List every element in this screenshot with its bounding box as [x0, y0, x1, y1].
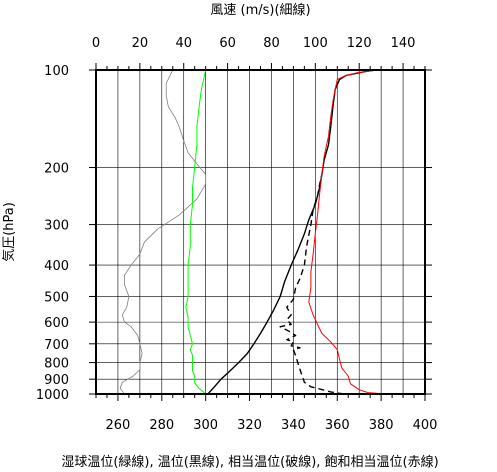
x-bottom-tick-label: 380	[369, 418, 394, 433]
top-axis-title: 風速 (m/s)(細線)	[210, 2, 310, 18]
series-line-wet-bulb-theta	[185, 69, 207, 395]
x-bottom-tick-label: 260	[106, 418, 131, 433]
x-top-tick-label: 100	[303, 36, 328, 51]
plot-frame	[95, 69, 426, 395]
y-tick-label: 1000	[36, 388, 69, 403]
grid-lines	[96, 69, 425, 395]
y-tick-label: 400	[44, 259, 69, 274]
y-tick-label: 600	[44, 316, 69, 331]
x-top-tick-label: 120	[347, 36, 372, 51]
series-line-saturated-theta-e	[308, 69, 388, 395]
axis-ticks	[89, 63, 432, 401]
x-top-tick-label: 0	[92, 36, 100, 51]
tick-labels: 260 280 300 320 340 360 380 400 0 20 40 60 80 100 120 1…	[36, 36, 438, 433]
x-bottom-tick-label: 280	[149, 418, 174, 433]
y-tick-label: 300	[44, 219, 69, 234]
x-bottom-tick-label: 360	[325, 418, 350, 433]
x-bottom-tick-label: 320	[237, 418, 262, 433]
x-bottom-tick-label: 400	[413, 418, 438, 433]
y-tick-label: 500	[44, 290, 69, 305]
y-axis-title: 気圧(hPa)	[1, 202, 17, 262]
y-tick-label: 700	[44, 338, 69, 353]
x-top-tick-label: 40	[175, 36, 192, 51]
x-top-tick-label: 80	[263, 36, 280, 51]
y-tick-label: 800	[44, 357, 69, 372]
y-tick-label: 200	[44, 162, 69, 177]
x-bottom-tick-label: 300	[193, 418, 218, 433]
x-bottom-tick-label: 340	[281, 418, 306, 433]
y-tick-label: 100	[44, 64, 69, 79]
x-top-tick-label: 140	[391, 36, 416, 51]
series-line-theta-e	[279, 174, 344, 395]
x-top-tick-label: 20	[132, 36, 149, 51]
series-line-wind	[119, 69, 207, 395]
series-group	[119, 69, 388, 395]
x-axis-title: 湿球温位(緑線), 温位(黒線), 相当温位(破線), 飽和相当温位(赤線)	[61, 454, 438, 470]
y-tick-label: 900	[44, 373, 69, 388]
x-top-tick-label: 60	[219, 36, 236, 51]
series-line-theta	[207, 69, 375, 395]
